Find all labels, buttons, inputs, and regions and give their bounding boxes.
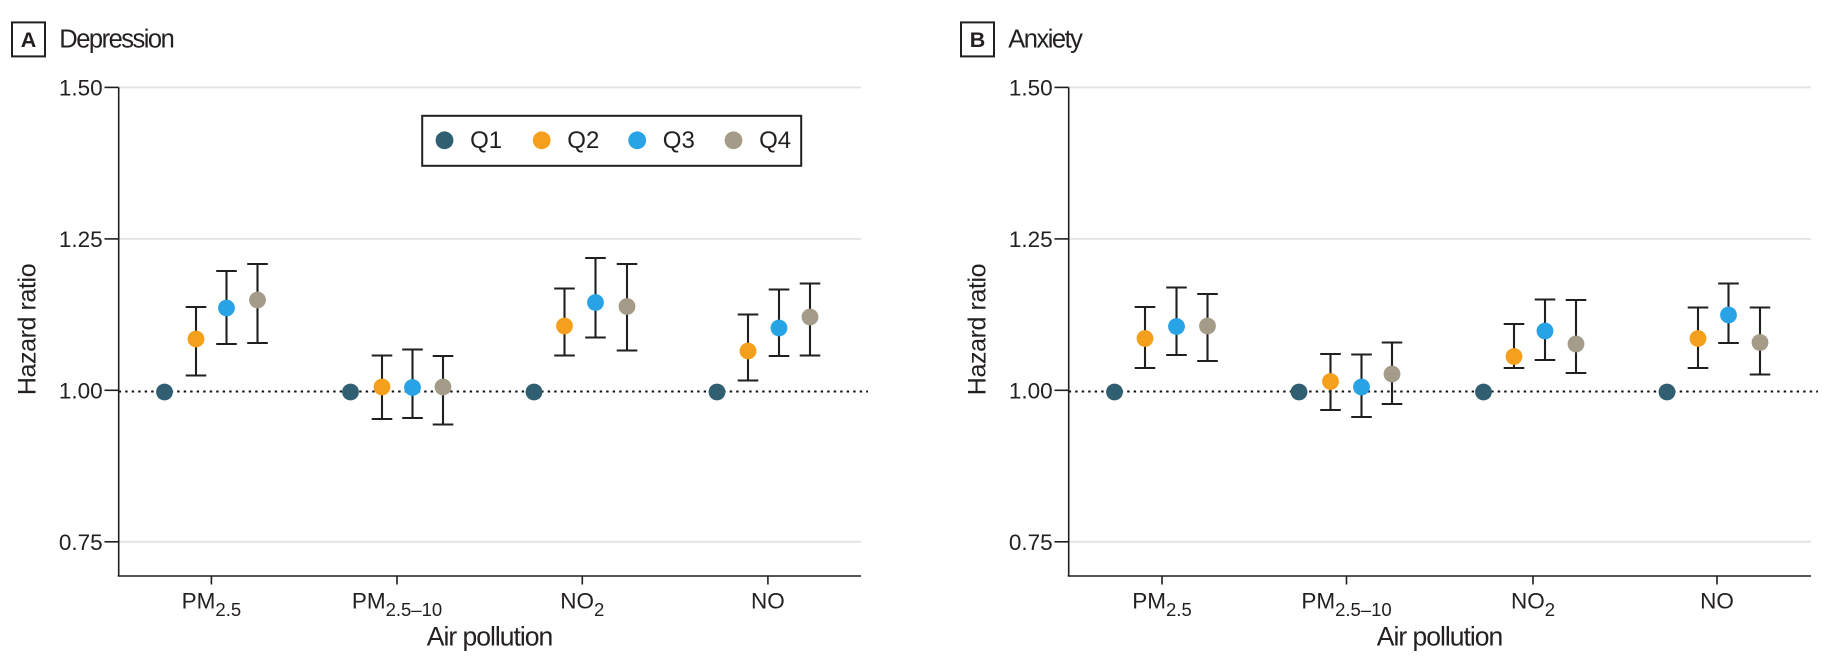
svg-text:Anxiety: Anxiety bbox=[1008, 25, 1083, 53]
svg-text:1.00: 1.00 bbox=[1009, 378, 1053, 403]
svg-text:NO: NO bbox=[1700, 589, 1734, 614]
svg-text:0.75: 0.75 bbox=[1009, 530, 1053, 555]
svg-text:A: A bbox=[21, 28, 37, 52]
svg-text:Hazard ratio: Hazard ratio bbox=[964, 264, 992, 395]
svg-text:Q1: Q1 bbox=[470, 127, 502, 154]
svg-text:Hazard ratio: Hazard ratio bbox=[14, 264, 42, 395]
svg-text:Q3: Q3 bbox=[663, 127, 695, 154]
svg-text:NO: NO bbox=[751, 589, 785, 614]
svg-text:1.50: 1.50 bbox=[1009, 75, 1053, 100]
svg-text:B: B bbox=[970, 28, 986, 52]
svg-text:1.25: 1.25 bbox=[1009, 227, 1053, 252]
svg-text:Q2: Q2 bbox=[567, 127, 599, 154]
svg-text:Air pollution: Air pollution bbox=[427, 622, 553, 652]
svg-text:1.50: 1.50 bbox=[59, 75, 103, 100]
svg-text:0.75: 0.75 bbox=[59, 530, 103, 555]
svg-text:Q4: Q4 bbox=[759, 127, 791, 154]
svg-text:1.00: 1.00 bbox=[59, 378, 103, 403]
svg-text:1.25: 1.25 bbox=[59, 227, 103, 252]
svg-text:Depression: Depression bbox=[59, 25, 173, 53]
svg-text:Air pollution: Air pollution bbox=[1377, 622, 1503, 652]
